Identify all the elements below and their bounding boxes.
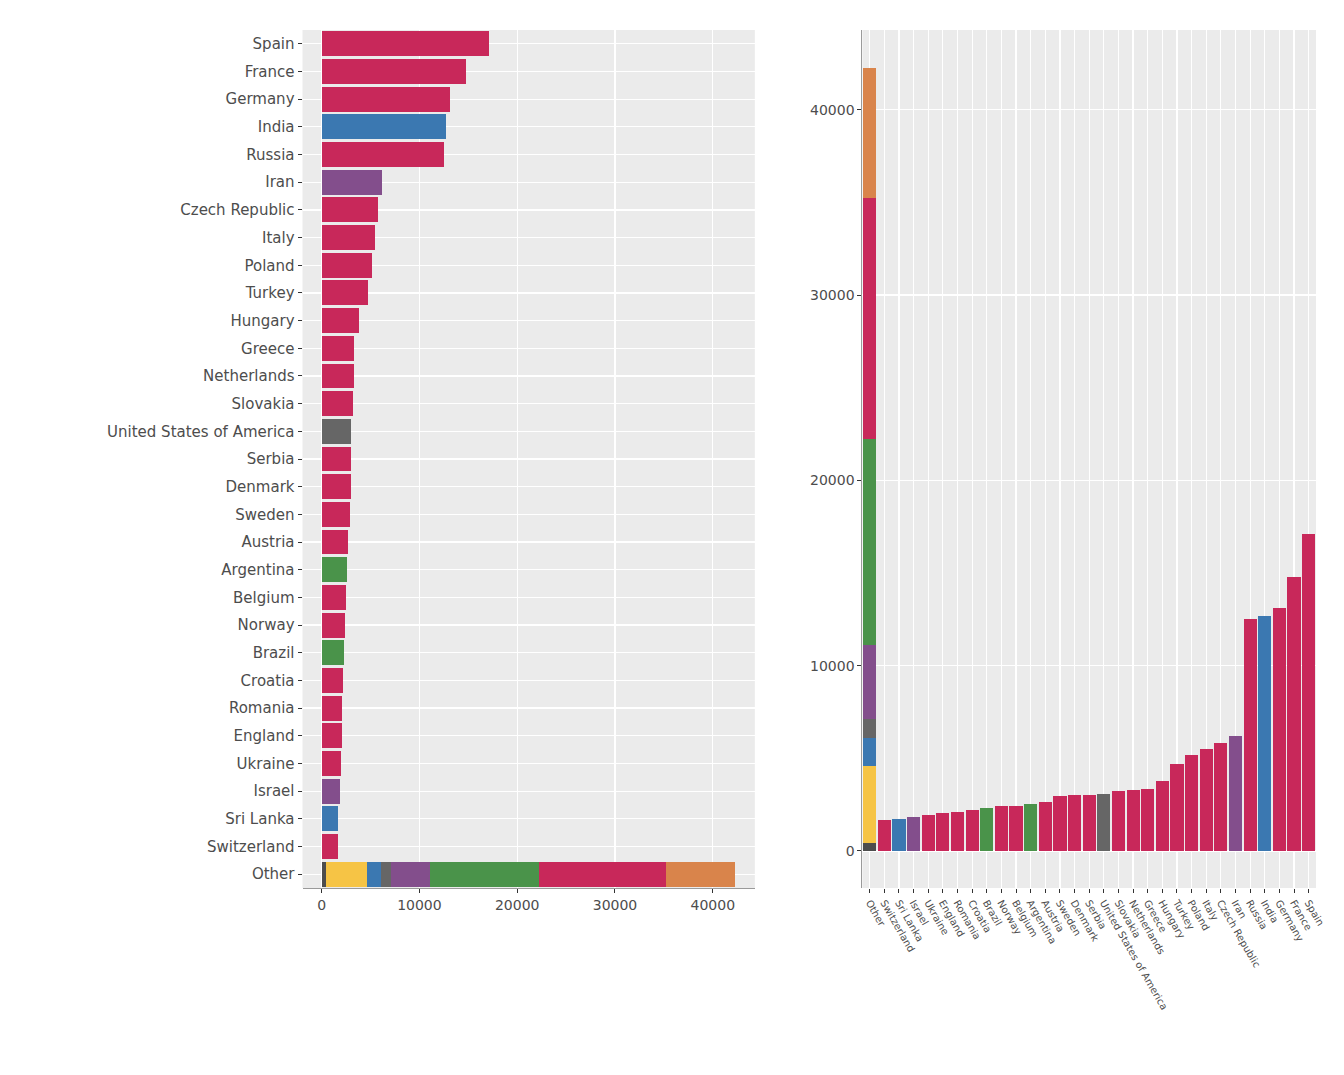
svg-text:Poland: Poland [1186, 898, 1212, 932]
svg-text:Serbia: Serbia [247, 450, 295, 468]
svg-text:Spain: Spain [253, 35, 295, 53]
svg-text:Czech Republic: Czech Republic [1215, 898, 1263, 969]
svg-text:Turkey: Turkey [245, 284, 295, 302]
svg-text:Poland: Poland [244, 257, 294, 275]
svg-text:Brazil: Brazil [253, 644, 295, 662]
svg-text:20000: 20000 [810, 472, 855, 488]
svg-text:Netherlands: Netherlands [203, 367, 295, 385]
svg-text:Norway: Norway [238, 616, 295, 634]
svg-text:Greece: Greece [241, 340, 294, 358]
svg-text:Austria: Austria [1039, 898, 1066, 934]
svg-text:England: England [937, 898, 967, 939]
svg-text:Slovakia: Slovakia [1112, 898, 1143, 940]
svg-text:Sri Lanka: Sri Lanka [893, 898, 926, 944]
svg-text:0: 0 [846, 843, 855, 859]
svg-text:Italy: Italy [262, 229, 295, 247]
svg-text:Sweden: Sweden [1054, 898, 1083, 938]
svg-text:France: France [1288, 898, 1314, 932]
svg-text:France: France [245, 63, 295, 81]
svg-text:Serbia: Serbia [1083, 898, 1108, 931]
svg-text:Netherlands: Netherlands [1127, 898, 1167, 956]
svg-text:Romania: Romania [229, 699, 295, 717]
svg-text:England: England [234, 727, 295, 745]
svg-text:0: 0 [317, 897, 326, 913]
svg-text:Russia: Russia [246, 146, 294, 164]
svg-text:Germany: Germany [226, 90, 295, 108]
svg-text:Hungary: Hungary [230, 312, 294, 330]
svg-text:Argentina: Argentina [221, 561, 294, 579]
svg-text:40000: 40000 [691, 897, 736, 913]
svg-text:Russia: Russia [1244, 898, 1270, 931]
svg-text:10000: 10000 [397, 897, 442, 913]
svg-text:Switzerland: Switzerland [207, 838, 295, 856]
svg-text:Belgium: Belgium [1010, 898, 1040, 939]
svg-text:Denmark: Denmark [1069, 898, 1102, 943]
svg-text:Sri Lanka: Sri Lanka [225, 810, 294, 828]
svg-text:Ukraine: Ukraine [922, 898, 951, 937]
svg-text:Slovakia: Slovakia [232, 395, 295, 413]
svg-text:40000: 40000 [810, 102, 855, 118]
svg-text:Iran: Iran [265, 173, 294, 191]
svg-text:Turkey: Turkey [1170, 897, 1196, 932]
svg-text:20000: 20000 [495, 897, 540, 913]
svg-text:Italy: Italy [1200, 898, 1220, 922]
svg-text:United States of America: United States of America [107, 423, 294, 441]
svg-text:Germany: Germany [1273, 898, 1306, 943]
svg-text:10000: 10000 [810, 658, 855, 674]
svg-text:Hungary: Hungary [1156, 898, 1187, 941]
svg-text:Norway: Norway [995, 898, 1024, 936]
svg-text:Ukraine: Ukraine [237, 755, 295, 773]
svg-text:India: India [1259, 898, 1281, 925]
svg-text:Brazil: Brazil [981, 898, 1004, 928]
svg-text:Other: Other [252, 865, 295, 883]
svg-text:Other: Other [864, 898, 888, 929]
svg-text:Spain: Spain [1303, 898, 1327, 928]
svg-text:Croatia: Croatia [966, 898, 994, 935]
svg-text:Israel: Israel [908, 898, 931, 927]
svg-text:30000: 30000 [810, 287, 855, 303]
svg-text:Iran: Iran [1229, 898, 1248, 920]
svg-text:Israel: Israel [254, 782, 295, 800]
svg-text:Croatia: Croatia [241, 672, 295, 690]
svg-text:Denmark: Denmark [226, 478, 295, 496]
svg-text:Romania: Romania [951, 898, 982, 941]
svg-text:Czech Republic: Czech Republic [180, 201, 294, 219]
svg-text:Switzerland: Switzerland [878, 898, 917, 954]
svg-text:India: India [258, 118, 295, 136]
svg-text:Sweden: Sweden [235, 506, 294, 524]
svg-text:Argentina: Argentina [1025, 898, 1059, 946]
svg-text:United States of America: United States of America [1098, 898, 1170, 1012]
svg-text:Belgium: Belgium [233, 589, 295, 607]
svg-text:Greece: Greece [1142, 898, 1169, 934]
svg-text:30000: 30000 [593, 897, 638, 913]
svg-text:Austria: Austria [242, 533, 295, 551]
